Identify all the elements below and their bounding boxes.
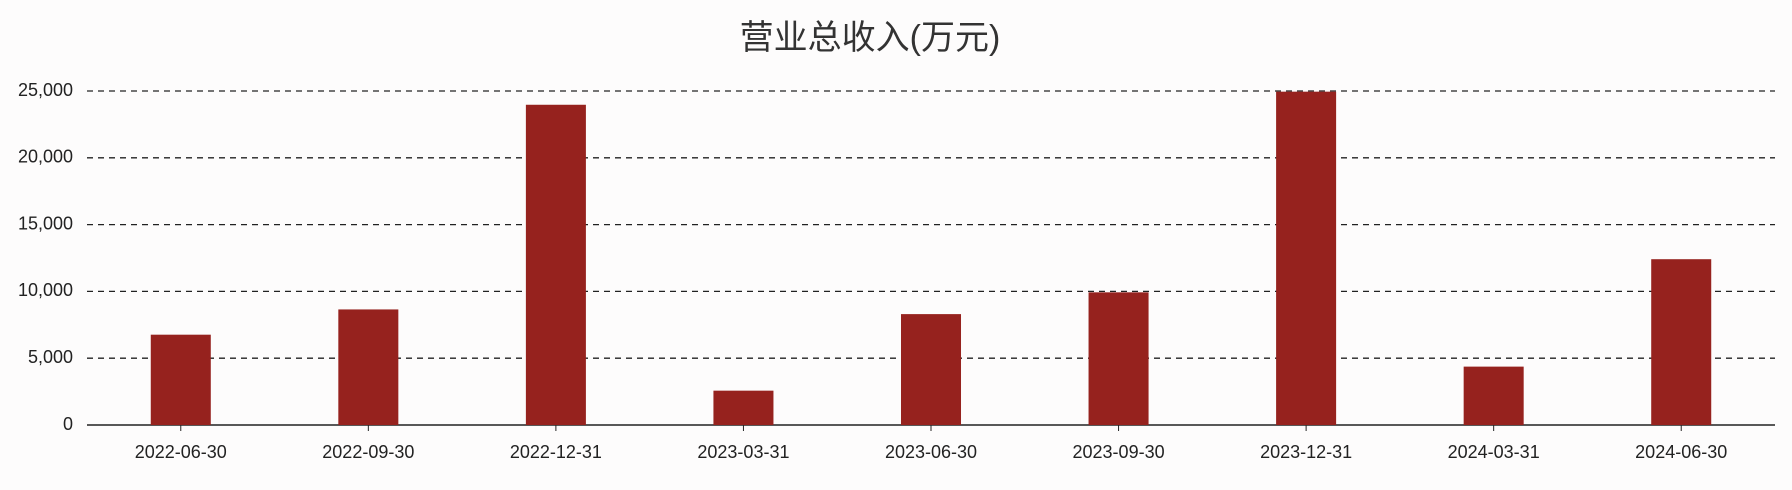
chart-title: 营业总收入(万元): [740, 19, 1001, 57]
x-tick-label: 2022-06-30: [135, 442, 227, 462]
y-tick-label: 10,000: [18, 280, 73, 300]
x-tick-label: 2023-06-30: [885, 442, 977, 462]
bar: [1276, 91, 1337, 425]
bar: [338, 309, 399, 425]
x-tick-label: 2024-06-30: [1635, 442, 1727, 462]
x-tick-label: 2023-09-30: [1073, 442, 1165, 462]
y-tick-label: 15,000: [18, 213, 73, 233]
x-tick-label: 2022-09-30: [322, 442, 414, 462]
bar: [1651, 259, 1712, 425]
bar: [150, 334, 211, 425]
y-tick-label: 20,000: [18, 147, 73, 167]
x-tick-label: 2023-12-31: [1260, 442, 1352, 462]
bar: [1088, 292, 1149, 425]
y-tick-label: 5,000: [28, 347, 73, 367]
x-tick-label: 2024-03-31: [1448, 442, 1540, 462]
x-tick-label: 2022-12-31: [510, 442, 602, 462]
bar: [525, 104, 586, 425]
bar: [713, 390, 774, 425]
bar: [900, 314, 962, 425]
bar: [1463, 366, 1524, 425]
y-tick-label: 25,000: [18, 80, 73, 100]
x-tick-label: 2023-03-31: [697, 442, 789, 462]
y-tick-label: 0: [63, 414, 73, 434]
